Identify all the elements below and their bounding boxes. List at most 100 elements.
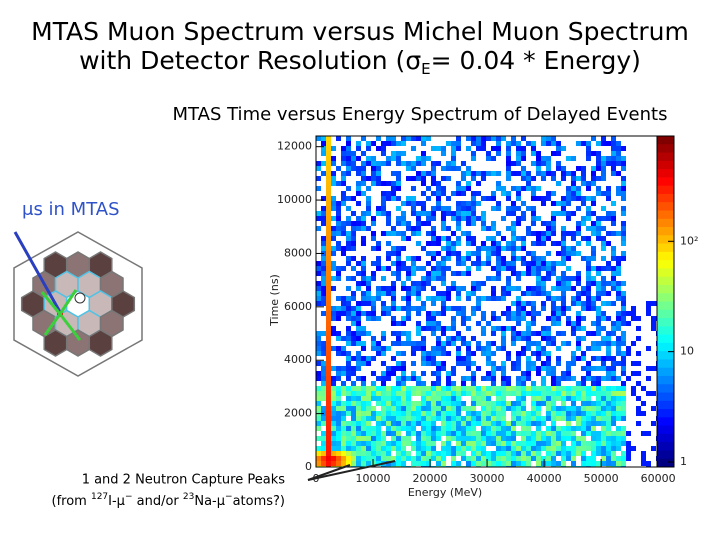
heatmap-cell [331, 461, 336, 466]
heatmap-cell [476, 456, 481, 461]
heatmap-cell [456, 351, 461, 356]
heatmap-cell [521, 151, 526, 156]
heatmap-cell [501, 346, 506, 351]
heatmap-cell [421, 151, 426, 156]
heatmap-cell [591, 276, 596, 281]
heatmap-cell [321, 386, 326, 391]
heatmap-cell [496, 231, 501, 236]
heatmap-cell [426, 446, 431, 451]
heatmap-cell [346, 401, 351, 406]
heatmap-cell [511, 386, 516, 391]
heatmap-cell [491, 426, 496, 431]
heatmap-cell [396, 266, 401, 271]
heatmap-cell [601, 316, 606, 321]
heatmap-cell [551, 391, 556, 396]
heatmap-cell [436, 361, 441, 366]
heatmap-cell [486, 261, 491, 266]
heatmap-cell [376, 291, 381, 296]
heatmap-cell [316, 406, 321, 411]
heatmap-cell [451, 141, 456, 146]
heatmap-cell [526, 441, 531, 446]
heatmap-cell [441, 331, 446, 336]
heatmap-cell [341, 431, 346, 436]
heatmap-cell [466, 421, 471, 426]
heatmap-cell [481, 386, 486, 391]
heatmap-cell [531, 366, 536, 371]
heatmap-cell [511, 266, 516, 271]
heatmap-cell [591, 266, 596, 271]
heatmap-cell [366, 406, 371, 411]
heatmap-cell [591, 446, 596, 451]
heatmap-cell [466, 211, 471, 216]
heatmap: 0100002000030000400005000060000020004000… [268, 135, 698, 499]
heatmap-cell [611, 441, 616, 446]
heatmap-cell [511, 431, 516, 436]
heatmap-cell [481, 351, 486, 356]
heatmap-cell [366, 361, 371, 366]
heatmap-cell [436, 351, 441, 356]
heatmap-cell [376, 146, 381, 151]
heatmap-cell [456, 426, 461, 431]
heatmap-cell [386, 311, 391, 316]
heatmap-cell [321, 351, 326, 356]
heatmap-cell [561, 231, 566, 236]
heatmap-cell [451, 166, 456, 171]
heatmap-cell [536, 186, 541, 191]
heatmap-cell [591, 171, 596, 176]
heatmap-cell [416, 341, 421, 346]
heatmap-cell [456, 286, 461, 291]
heatmap-cell [396, 456, 401, 461]
heatmap-cell [336, 436, 341, 441]
heatmap-cell [476, 216, 481, 221]
heatmap-cell [466, 386, 471, 391]
heatmap-cell [556, 146, 561, 151]
heatmap-cell [626, 376, 631, 381]
heatmap-cell [576, 276, 581, 281]
heatmap-cell [346, 241, 351, 246]
heatmap-cell [496, 401, 501, 406]
heatmap-cell [486, 451, 491, 456]
heatmap-cell [556, 386, 561, 391]
electron-tracks [40, 289, 82, 341]
heatmap-cell [431, 166, 436, 171]
heatmap-cell [316, 456, 321, 461]
heatmap-cell [551, 376, 556, 381]
heatmap-cell [346, 341, 351, 346]
heatmap-cell [326, 426, 331, 431]
heatmap-cell [536, 216, 541, 221]
heatmap-cell [356, 376, 361, 381]
heatmap-cell [566, 411, 571, 416]
heatmap-cell [361, 451, 366, 456]
heatmap-cell [441, 291, 446, 296]
heatmap-cell [436, 376, 441, 381]
heatmap-cell [316, 346, 321, 351]
heatmap-cell [611, 231, 616, 236]
heatmap-cell [576, 421, 581, 426]
heatmap-cell [351, 196, 356, 201]
heatmap-cell [346, 156, 351, 161]
heatmap-cell [561, 236, 566, 241]
heatmap-cell [461, 381, 466, 386]
heatmap-cell [556, 361, 561, 366]
heatmap-cell [386, 396, 391, 401]
heatmap-cell [551, 436, 556, 441]
heatmap-cell [591, 376, 596, 381]
heatmap-cell [356, 261, 361, 266]
heatmap-cell [376, 396, 381, 401]
heatmap-cell [621, 386, 626, 391]
heatmap-cell [556, 286, 561, 291]
heatmap-cell [606, 351, 611, 356]
heatmap-cell [466, 186, 471, 191]
heatmap-cell [381, 456, 386, 461]
heatmap-cell [431, 276, 436, 281]
heatmap-cell [611, 171, 616, 176]
heatmap-cell [396, 351, 401, 356]
heatmap-cell [431, 256, 436, 261]
heatmap-cell [536, 406, 541, 411]
heatmap-cell [336, 226, 341, 231]
heatmap-cell [366, 156, 371, 161]
heatmap-cell [466, 461, 471, 466]
heatmap-cell [646, 306, 651, 311]
heatmap-cell [426, 221, 431, 226]
colorbar-step [657, 417, 674, 427]
